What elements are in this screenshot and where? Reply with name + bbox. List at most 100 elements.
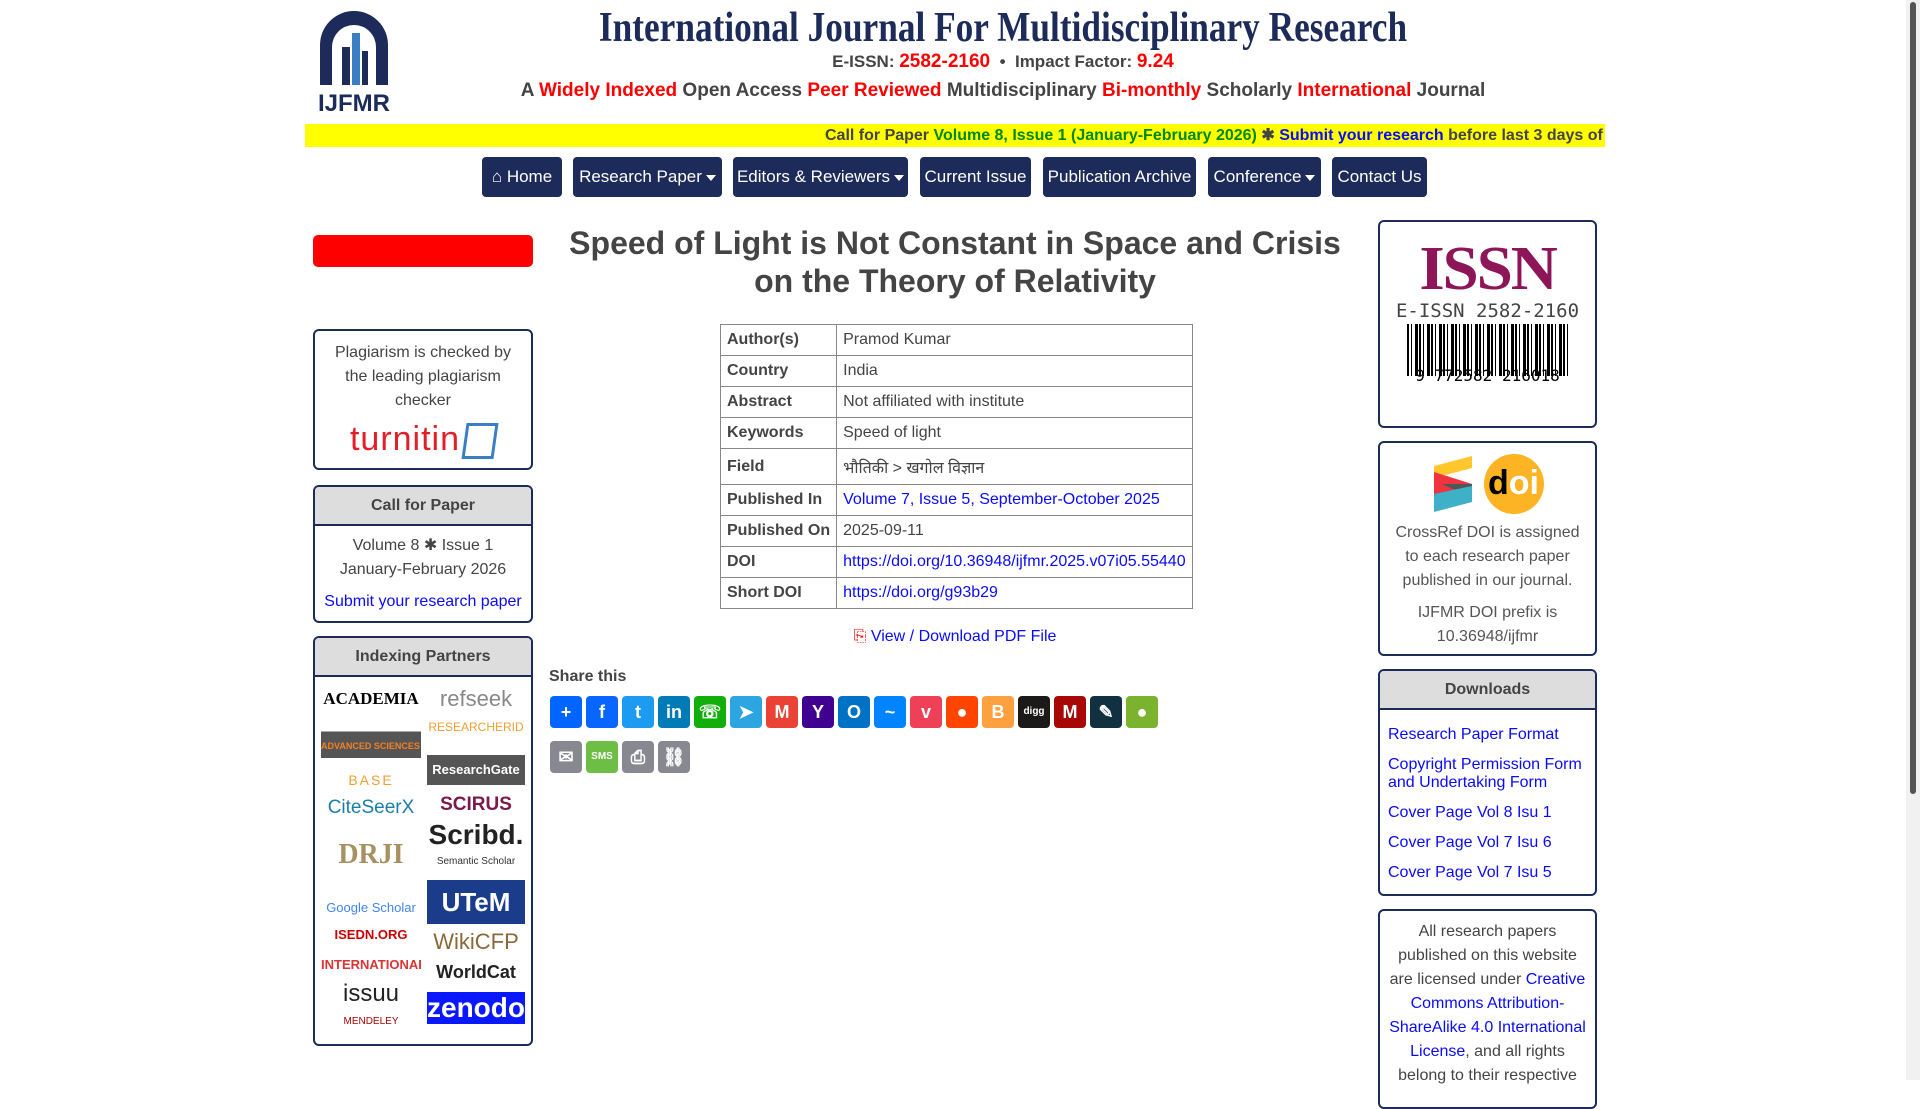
cfp-period: January-February 2026 xyxy=(339,561,507,578)
downloads-header: Downloads xyxy=(1380,671,1595,710)
tagline-segment: International xyxy=(1297,80,1412,101)
indexing-partner-logo[interactable]: Google Scholar xyxy=(326,900,416,915)
reddit-share-icon[interactable]: ● xyxy=(946,696,978,728)
outlook-share-icon[interactable]: O xyxy=(838,696,870,728)
digg-share-icon[interactable]: digg xyxy=(1018,696,1050,728)
indexing-partner-logo[interactable]: Semantic Scholar xyxy=(436,856,516,867)
nav-conference[interactable]: Conference xyxy=(1208,157,1321,197)
nav-editors-reviewers[interactable]: Editors & Reviewers xyxy=(733,157,908,197)
pdf-download-link[interactable]: View / Download PDF File xyxy=(870,628,1057,645)
indexing-partner-logo[interactable]: ADVANCED SCIENCES INDEX xyxy=(321,714,421,758)
whatsapp-share-icon[interactable]: ☏ xyxy=(694,696,726,728)
metadata-key: Published On xyxy=(719,515,838,547)
metadata-key: DOI xyxy=(719,546,838,578)
nav-research-paper[interactable]: Research Paper xyxy=(573,157,722,197)
turnitin-logo[interactable]: turnitin xyxy=(329,419,517,460)
wechat-share-icon[interactable]: ● xyxy=(1126,696,1158,728)
pocket-share-icon[interactable]: v xyxy=(910,696,942,728)
tagline-segment: Open Access xyxy=(677,80,808,101)
site-title: International Journal For Multidisciplin… xyxy=(598,5,1408,51)
indexing-partner-logo[interactable]: zenodo xyxy=(427,992,525,1024)
indexing-partner-logo[interactable]: issuu xyxy=(342,982,400,1006)
nav-home[interactable]: ⌂ Home xyxy=(482,157,562,197)
metadata-value: Speed of light xyxy=(843,424,941,441)
call-for-paper-box: Call for Paper Volume 8 ✱ Issue 1 Januar… xyxy=(313,485,533,623)
ticker-submit-link[interactable]: Submit your research xyxy=(1279,127,1444,144)
impact-value: 9.24 xyxy=(1136,51,1174,72)
indexing-partner-logo[interactable]: SCIRUS xyxy=(440,794,512,815)
crossref-icon xyxy=(1433,456,1472,512)
mendeley-share-icon[interactable]: M xyxy=(1054,696,1086,728)
print-share-icon[interactable]: ⎙ xyxy=(622,741,654,773)
scrollbar-thumb[interactable] xyxy=(1910,2,1916,794)
facebook-share-icon[interactable]: f xyxy=(586,696,618,728)
twitter-share-icon[interactable]: t xyxy=(622,696,654,728)
issn-logo: ISSN xyxy=(1419,235,1557,303)
metadata-row: Keywords Speed of light xyxy=(719,417,1193,449)
metadata-value-cell: https://doi.org/10.36948/ijfmr.2025.v07i… xyxy=(836,546,1193,578)
metadata-value: India xyxy=(843,362,878,379)
download-cover-v7i6[interactable]: Cover Page Vol 7 Isu 6 xyxy=(1388,834,1552,851)
linkedin-share-icon[interactable]: in xyxy=(658,696,690,728)
metadata-value-cell: भौतिकी > खगोल विज्ञान xyxy=(836,448,1193,485)
blogger-share-icon[interactable]: B xyxy=(982,696,1014,728)
livejournal-share-icon[interactable]: ✎ xyxy=(1090,696,1122,728)
indexing-partner-logo[interactable]: WikiCFP xyxy=(433,930,519,954)
indexing-partner-logo[interactable]: RESEARCHERID xyxy=(428,720,524,734)
tagline-segment: Scholarly xyxy=(1201,80,1298,101)
license-text: All research papers published on this we… xyxy=(1389,923,1577,988)
metadata-link[interactable]: Volume 7, Issue 5, September-October 202… xyxy=(843,491,1160,508)
nav-current-issue[interactable]: Current Issue xyxy=(920,157,1031,197)
cfp-submit-link[interactable]: Submit your research paper xyxy=(324,593,522,610)
messenger-share-icon[interactable]: ~ xyxy=(874,696,906,728)
download-copyright-form[interactable]: Copyright Permission Form and Undertakin… xyxy=(1388,756,1582,791)
red-banner[interactable] xyxy=(313,235,533,267)
nav-label: Home xyxy=(506,167,553,186)
nav-contact-us[interactable]: Contact Us xyxy=(1332,157,1427,197)
share-share-icon[interactable]: + xyxy=(550,696,582,728)
indexing-partner-logo[interactable]: Scribd. xyxy=(428,823,524,847)
download-cover-v7i5[interactable]: Cover Page Vol 7 Isu 5 xyxy=(1388,864,1552,881)
tagline: A Widely Indexed Open Access Peer Review… xyxy=(400,80,1606,102)
pdf-download[interactable]: ⎘ View / Download PDF File xyxy=(549,628,1361,646)
cfp-volume: Volume 8 ✱ Issue 1 xyxy=(352,537,494,554)
doi-prefix: IJFMR DOI prefix is 10.36948/ijfmr xyxy=(1417,604,1558,645)
nav-publication-archive[interactable]: Publication Archive xyxy=(1043,157,1196,197)
download-research-paper-format[interactable]: Research Paper Format xyxy=(1388,726,1559,743)
indexing-partner-logo[interactable]: refseek xyxy=(439,687,513,711)
telegram-share-icon[interactable]: ➤ xyxy=(730,696,762,728)
ticker-issue: Volume 8, Issue 1 (January-February 2026… xyxy=(933,127,1257,144)
yahoo-share-icon[interactable]: Y xyxy=(802,696,834,728)
download-cover-v8i1[interactable]: Cover Page Vol 8 Isu 1 xyxy=(1388,804,1552,821)
plagiarism-box: Plagiarism is checked by the leading pla… xyxy=(313,329,533,470)
copy-link-share-icon[interactable]: ⛓ xyxy=(658,741,690,773)
indexing-partner-logo[interactable]: DRJI xyxy=(338,839,404,870)
metadata-link[interactable]: https://doi.org/10.36948/ijfmr.2025.v07i… xyxy=(843,553,1186,570)
license-link[interactable]: Creative Commons Attribution-ShareAlike … xyxy=(1389,971,1586,1060)
ijfmr-logo[interactable]: IJFMR xyxy=(312,7,396,115)
indexing-partner-logo[interactable]: BASE xyxy=(348,772,394,788)
doi-description: CrossRef DOI is assigned to each researc… xyxy=(1395,524,1580,589)
metadata-value-cell: https://doi.org/g93b29 xyxy=(836,577,1193,609)
indexing-partner-logo[interactable]: ResearchGate xyxy=(427,755,525,785)
indexing-partner-logo[interactable]: CiteSeerX xyxy=(327,797,415,818)
plagiarism-text: Plagiarism is checked by the leading pla… xyxy=(334,344,512,409)
separator: • xyxy=(999,52,1006,71)
indexing-partner-logo[interactable]: WorldCat xyxy=(436,962,516,982)
metadata-value-cell: 2025-09-11 xyxy=(836,515,1193,547)
indexing-partner-logo[interactable]: ISEDN.ORG xyxy=(334,927,408,942)
indexing-partner-logo[interactable]: ACADEMIA xyxy=(323,689,419,708)
indexing-partner-logo[interactable]: MENDELEY xyxy=(343,1016,399,1027)
nav-label: Editors & Reviewers xyxy=(736,167,891,186)
metadata-link[interactable]: https://doi.org/g93b29 xyxy=(843,584,998,601)
gmail-share-icon[interactable]: M xyxy=(766,696,798,728)
metadata-row: DOI https://doi.org/10.36948/ijfmr.2025.v… xyxy=(719,546,1193,578)
indexing-partner-logo[interactable]: UTeM xyxy=(427,880,525,924)
email-share-icon[interactable]: ✉ xyxy=(550,741,582,773)
sms-share-icon[interactable]: SMS xyxy=(586,741,618,773)
eissn-label: E-ISSN: xyxy=(832,52,895,71)
metadata-key: Published In xyxy=(719,484,838,516)
indexing-partner-logo[interactable]: INTERNATIONAL xyxy=(321,957,421,972)
metadata-key: Country xyxy=(719,355,838,387)
tagline-segment: Widely Indexed xyxy=(539,80,678,101)
